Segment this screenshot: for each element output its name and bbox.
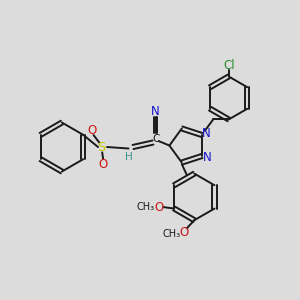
Text: C: C (152, 134, 159, 144)
Text: N: N (202, 127, 211, 140)
Text: O: O (179, 226, 188, 239)
Text: N: N (151, 105, 160, 118)
Text: Cl: Cl (223, 58, 235, 72)
Text: O: O (154, 201, 164, 214)
Text: O: O (87, 124, 97, 137)
Text: CH₃: CH₃ (136, 202, 154, 212)
Text: S: S (98, 140, 106, 154)
Text: CH₃: CH₃ (162, 229, 180, 239)
Text: N: N (203, 151, 212, 164)
Text: O: O (98, 158, 108, 171)
Text: H: H (125, 152, 133, 162)
